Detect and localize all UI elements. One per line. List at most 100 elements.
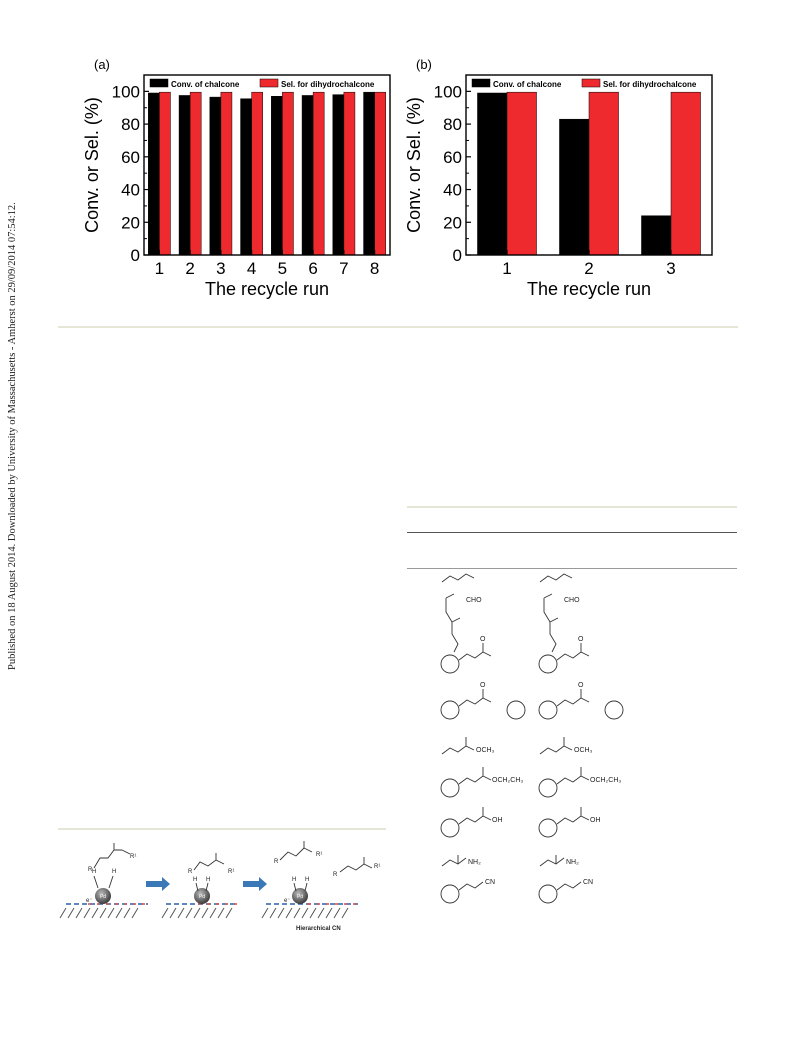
struct-ring-4d <box>604 700 624 720</box>
struct-chain-6b <box>556 767 590 785</box>
y-tick-label: 20 <box>121 213 140 232</box>
struct-ring-3b <box>538 654 558 674</box>
chart-a-svg: (a) 0 20 40 60 80 100 1 2 3 4 5 6 7 8 The recycle run Co… <box>82 57 391 299</box>
figure-separator-rule <box>58 326 738 328</box>
h-label-3b: H <box>305 877 309 883</box>
bar-conversion-run-5 <box>271 96 283 256</box>
struct-ring-7b <box>538 818 558 838</box>
bar-conversion-run-4 <box>240 98 252 256</box>
bar-conversion-run-6 <box>301 95 314 256</box>
struct-aldehyde-1 <box>441 573 475 583</box>
x-tick-label: 2 <box>185 259 194 278</box>
table-body-rule <box>407 568 737 569</box>
struct-ester-1 <box>441 737 475 755</box>
y-tick-label: 60 <box>443 148 462 167</box>
bar-conversion-run-7 <box>332 94 345 256</box>
substrate-product-structures: CHO CHO O O O O OCH₃ OCH₃ OCH₂CH₃ OCH₂CH… <box>430 568 650 908</box>
struct-label-13: NH₂ <box>566 859 579 866</box>
scheme-arrows <box>146 877 267 891</box>
support-label: Hierarchical CN <box>296 926 341 932</box>
y-tick-label: 100 <box>112 82 140 101</box>
bar-conversion-run-1 <box>148 92 160 256</box>
struct-label-10: OH <box>492 817 503 824</box>
chart-b: (b) 0 20 40 60 80 100 1 2 3 The recycle run Conv. o… <box>400 55 720 305</box>
bar-conversion-run-2 <box>559 118 590 256</box>
panel-label: (a) <box>94 57 110 72</box>
x-tick-label: 1 <box>155 259 164 278</box>
struct-label-3: O <box>578 636 584 643</box>
struct-chain-6a <box>458 767 492 785</box>
y-tick-label: 20 <box>443 213 462 232</box>
struct-label-12: NH₂ <box>468 859 481 866</box>
chart-a: (a) 0 20 40 60 80 100 1 2 3 4 5 6 7 8 The recycle run Co… <box>78 55 398 305</box>
legend-label: Conv. of chalcone <box>171 80 240 89</box>
bar-conversion-run-1 <box>477 92 508 256</box>
x-tick-label: 1 <box>502 259 511 278</box>
bar-selectivity-run-5 <box>282 91 294 256</box>
pd-label-2: Pd <box>199 894 205 900</box>
r-label-1: R <box>88 867 93 873</box>
r-label-3b: R <box>333 872 338 878</box>
side-note-svg: Published on 18 August 2014. Downloaded … <box>7 202 18 670</box>
struct-label-15: CN <box>583 879 593 886</box>
x-tick-label: 5 <box>278 259 287 278</box>
bar-selectivity-run-7 <box>343 91 356 256</box>
bar-selectivity-run-8 <box>374 91 386 256</box>
struct-label-1: CHO <box>564 597 580 604</box>
struct-label-11: OH <box>590 817 601 824</box>
struct-amide-2 <box>539 855 565 867</box>
y-tick-label: 0 <box>131 246 140 265</box>
struct-ring-4c <box>538 700 558 720</box>
bar-conversion-run-3 <box>641 215 672 256</box>
x-tick-label: 3 <box>216 259 225 278</box>
x-tick-label: 6 <box>308 259 317 278</box>
table-header-rule <box>407 532 737 533</box>
electron-label-1: e⁻ <box>86 898 93 904</box>
struct-chain-9a <box>458 881 484 891</box>
mechanism-scheme: Pd Pd Pd e⁻ e⁻ H H H H H H R R¹ R R¹ R R… <box>58 838 388 938</box>
h-label-1b: H <box>112 869 116 875</box>
legend-label: Sel. for dihydrochalcone <box>603 80 697 89</box>
legend-swatch <box>149 78 169 88</box>
publication-side-note: Published on 18 August 2014. Downloaded … <box>2 160 22 680</box>
struct-label-14: CN <box>485 879 495 886</box>
struct-label-4: O <box>480 682 486 689</box>
scheme-support-hatching <box>59 907 349 919</box>
h-label-3a: H <box>292 877 296 883</box>
x-tick-label: 3 <box>666 259 675 278</box>
struct-amide-1 <box>441 855 467 867</box>
r-label-2: R <box>188 869 193 875</box>
plot-frame <box>143 74 391 256</box>
struct-label-7: OCH₃ <box>574 747 593 754</box>
panel-label: (b) <box>416 57 432 72</box>
r1-label-1: R¹ <box>130 854 136 860</box>
struct-chain-7b <box>556 807 590 825</box>
struct-chain-7a <box>458 807 492 825</box>
scheme-top-rule <box>58 828 386 830</box>
x-axis-label: The recycle run <box>205 279 329 299</box>
bar-selectivity-run-3 <box>670 91 701 256</box>
x-tick-label: 7 <box>339 259 348 278</box>
struct-chain-9b <box>556 881 582 891</box>
table-top-rule <box>407 506 737 508</box>
x-tick-label: 4 <box>247 259 256 278</box>
struct-label-5: O <box>578 682 584 689</box>
struct-chain-3b <box>556 643 590 661</box>
bar-selectivity-run-6 <box>312 91 325 256</box>
h-label-2a: H <box>193 877 197 883</box>
h-label-2b: H <box>206 877 210 883</box>
struct-citral-2 <box>543 593 559 653</box>
struct-ring-9b <box>538 884 558 904</box>
struct-chain-4c <box>556 689 590 707</box>
struct-ring-6b <box>538 778 558 798</box>
y-axis-label: Conv. or Sel. (%) <box>404 97 424 233</box>
pd-particles <box>95 888 308 904</box>
legend-label: Conv. of chalcone <box>493 80 562 89</box>
x-axis-label: The recycle run <box>527 279 651 299</box>
struct-ring-4a <box>440 700 460 720</box>
r1-label-3b: R¹ <box>374 864 380 870</box>
struct-ring-6a <box>440 778 460 798</box>
y-tick-label: 0 <box>453 246 462 265</box>
legend-swatch <box>581 78 601 88</box>
electron-label-3: e⁻ <box>284 898 291 904</box>
